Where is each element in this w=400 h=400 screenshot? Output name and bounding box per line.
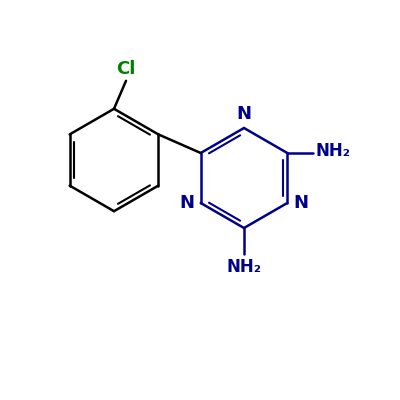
Text: N: N	[236, 105, 252, 123]
Text: N: N	[293, 194, 308, 212]
Text: NH₂: NH₂	[315, 142, 350, 160]
Text: NH₂: NH₂	[226, 258, 262, 276]
Text: Cl: Cl	[116, 60, 136, 78]
Text: N: N	[180, 194, 195, 212]
